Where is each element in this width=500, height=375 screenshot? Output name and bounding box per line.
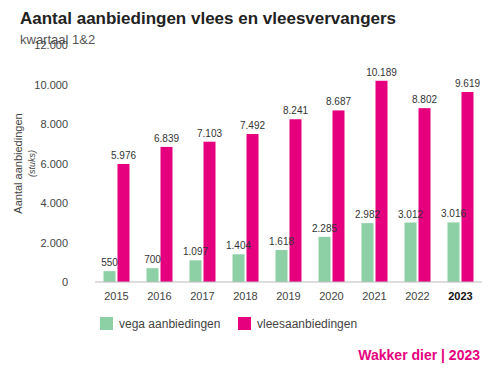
data-label: 9.619 — [455, 78, 480, 89]
bar — [462, 92, 474, 282]
y-tick-label: 12.000 — [34, 39, 68, 51]
title: Aantal aanbiedingen vlees en vleesvervan… — [20, 9, 396, 28]
y-axis-unit: (stuks) — [27, 150, 37, 177]
source: Wakker dier | 2023 — [358, 347, 480, 363]
legend-swatch — [238, 317, 251, 330]
x-tick-label: 2016 — [147, 290, 171, 302]
bar — [290, 119, 302, 282]
x-tick-label: 2021 — [362, 290, 386, 302]
y-tick-label: 6.000 — [40, 158, 68, 170]
data-label: 1.097 — [183, 246, 208, 257]
chart: Aantal aanbiedingen vlees en vleesvervan… — [0, 0, 500, 375]
data-label: 7.103 — [197, 128, 222, 139]
data-label: 550 — [101, 257, 118, 268]
bar — [405, 223, 417, 282]
data-label: 2.982 — [355, 209, 380, 220]
bar — [333, 110, 345, 282]
data-label: 1.404 — [226, 240, 251, 251]
x-tick-label: 2019 — [276, 290, 300, 302]
x-tick-label: 2020 — [319, 290, 343, 302]
bar — [147, 268, 159, 282]
bar — [204, 142, 216, 282]
data-label: 8.687 — [326, 96, 351, 107]
y-tick-label: 10.000 — [34, 79, 68, 91]
y-tick-label: 8.000 — [40, 118, 68, 130]
bar — [118, 164, 130, 282]
data-label: 3.016 — [441, 208, 466, 219]
y-tick — [91, 282, 95, 283]
x-tick-label: 2017 — [190, 290, 214, 302]
x-tick-label: 2015 — [104, 290, 128, 302]
x-tick-label: 2018 — [233, 290, 257, 302]
legend-label: vega aanbiedingen — [119, 317, 220, 331]
data-label: 10.189 — [366, 67, 397, 78]
y-tick — [91, 124, 95, 125]
bar — [276, 250, 288, 282]
bar — [233, 254, 245, 282]
data-label: 700 — [144, 254, 161, 265]
data-label: 8.241 — [283, 105, 308, 116]
bar — [419, 108, 431, 282]
bar — [190, 260, 202, 282]
bar — [448, 222, 460, 282]
y-tick — [91, 242, 95, 243]
legend-label: vleesaanbiedingen — [257, 317, 357, 331]
data-label: 5.976 — [111, 150, 136, 161]
x-axis — [95, 282, 482, 283]
data-label: 1.618 — [269, 236, 294, 247]
data-label: 3.012 — [398, 209, 423, 220]
bar — [247, 134, 259, 282]
data-label: 2.285 — [312, 223, 337, 234]
bars — [104, 81, 474, 282]
data-label: 8.802 — [412, 94, 437, 105]
bar — [319, 237, 331, 282]
bar — [104, 271, 116, 282]
bar — [161, 147, 173, 282]
y-tick — [91, 84, 95, 85]
y-tick-label: 0 — [62, 276, 68, 288]
x-tick-label: 2022 — [405, 290, 429, 302]
y-tick-label: 4.000 — [40, 197, 68, 209]
data-label: 6.839 — [154, 133, 179, 144]
y-tick — [91, 163, 95, 164]
x-tick-label: 2023 — [448, 290, 472, 302]
y-tick — [91, 203, 95, 204]
legend-swatch — [100, 317, 113, 330]
bar — [376, 81, 388, 282]
y-tick — [91, 45, 95, 46]
data-label: 7.492 — [240, 120, 265, 131]
y-axis-label: Aantal aanbiedingen — [12, 113, 24, 213]
bar — [362, 223, 374, 282]
y-tick-label: 2.000 — [40, 237, 68, 249]
